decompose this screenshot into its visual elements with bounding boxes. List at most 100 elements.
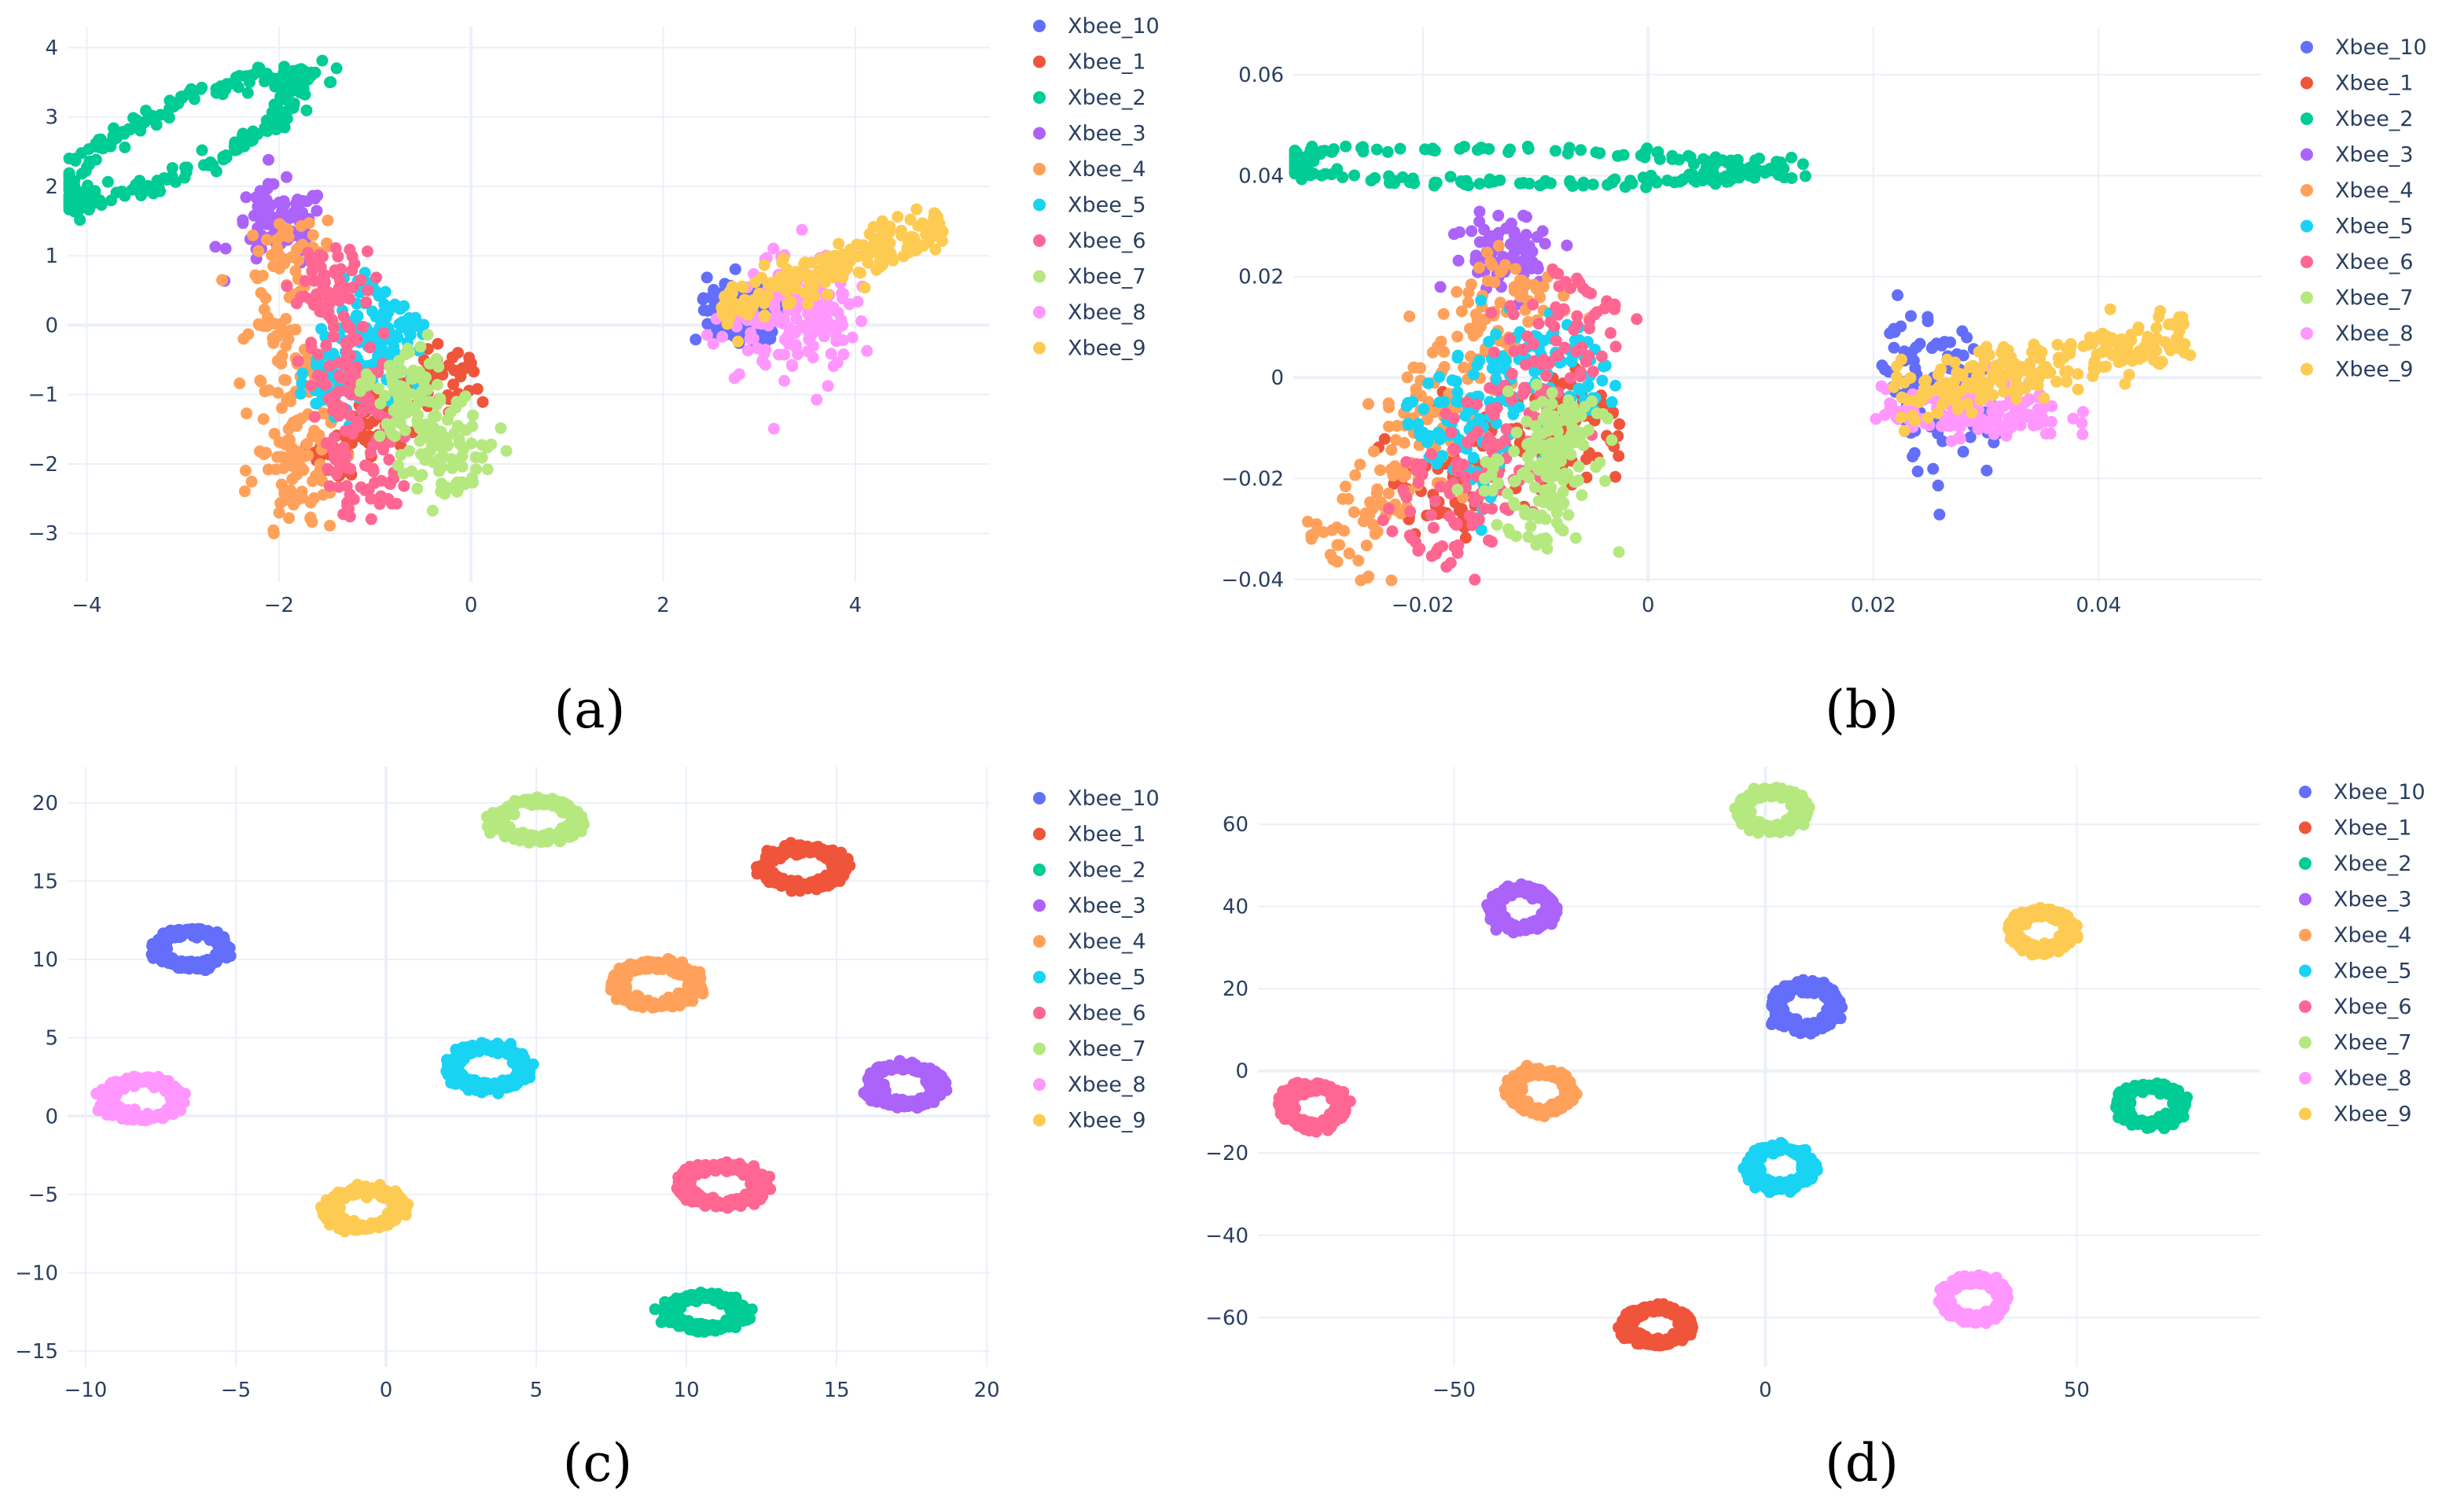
chart-2: −0.02 0 0.02 0.04−0.04−0.0200.020.040.06Xbe… <box>1221 27 2427 617</box>
data-point <box>446 481 458 494</box>
data-point <box>1539 466 1552 478</box>
data-point <box>392 331 404 344</box>
data-point <box>324 519 337 532</box>
data-point <box>732 335 745 348</box>
data-point <box>151 175 164 187</box>
data-point <box>1641 142 1653 155</box>
data-point <box>1388 460 1401 473</box>
x-tick-label: −5 <box>221 1379 251 1402</box>
data-point <box>1383 170 1396 182</box>
data-point <box>1892 289 1904 301</box>
data-point <box>301 437 314 450</box>
data-point <box>1574 370 1587 383</box>
data-point <box>329 388 341 401</box>
data-point <box>1785 171 1798 184</box>
data-point <box>1383 401 1396 414</box>
y-tick-label: −10 <box>15 1261 58 1285</box>
data-point <box>355 274 367 286</box>
data-point <box>1595 350 1608 363</box>
data-point <box>434 392 447 405</box>
data-point <box>423 396 436 408</box>
data-point <box>1571 319 1583 331</box>
data-point <box>1995 377 2008 389</box>
data-point <box>237 214 249 226</box>
data-point <box>1609 341 1622 353</box>
data-point <box>1540 370 1553 382</box>
data-point <box>1520 229 1532 241</box>
data-point <box>372 366 384 379</box>
series-Xbee_5 <box>440 1037 539 1099</box>
data-point <box>728 372 741 385</box>
data-point <box>340 345 353 358</box>
data-point <box>471 383 484 396</box>
data-point <box>308 274 321 287</box>
data-point <box>276 451 289 463</box>
data-point <box>2150 322 2163 334</box>
data-point <box>1530 378 1543 391</box>
data-point <box>837 869 850 882</box>
data-point <box>485 438 498 451</box>
legend-marker <box>1033 234 1046 247</box>
data-point <box>63 153 75 165</box>
data-point <box>1878 363 1891 376</box>
data-point <box>1360 539 1373 552</box>
legend-label: Xbee_6 <box>2335 250 2414 274</box>
data-point <box>289 323 302 336</box>
data-point <box>1425 447 1437 460</box>
data-point <box>390 415 403 428</box>
data-point <box>1785 151 1798 164</box>
data-point <box>1966 407 1978 419</box>
data-point <box>307 475 319 488</box>
data-point <box>146 185 159 197</box>
data-point <box>68 175 81 187</box>
data-point <box>342 386 355 399</box>
data-point <box>344 293 356 305</box>
data-point <box>728 297 741 310</box>
legend-marker <box>2300 327 2313 340</box>
data-point <box>844 251 856 263</box>
data-point <box>1531 230 1543 243</box>
data-point <box>1429 547 1442 560</box>
data-point <box>827 360 840 373</box>
data-point <box>1920 374 1933 387</box>
data-point <box>1509 499 1521 512</box>
data-point <box>1564 372 1576 385</box>
data-point <box>268 427 281 440</box>
data-point <box>1574 384 1587 396</box>
data-point <box>1340 140 1352 153</box>
data-point <box>1307 168 1320 180</box>
data-point <box>1473 261 1485 274</box>
data-point <box>1412 477 1425 489</box>
data-point <box>1419 143 1432 156</box>
data-point <box>1418 403 1430 415</box>
data-point <box>729 263 741 275</box>
data-point <box>2005 352 2017 364</box>
data-point <box>1935 363 1947 376</box>
data-point <box>1408 177 1421 190</box>
y-tick-label: 2 <box>45 175 58 199</box>
data-point <box>384 361 397 374</box>
data-point <box>94 142 107 154</box>
data-point <box>119 141 131 153</box>
legend-marker <box>2300 363 2313 376</box>
data-point <box>1506 367 1518 380</box>
data-point <box>837 287 850 300</box>
legend-marker <box>2300 291 2313 304</box>
data-point <box>278 257 291 270</box>
legend-marker <box>1033 91 1046 104</box>
data-point <box>90 153 102 166</box>
data-point <box>278 208 290 220</box>
data-point <box>459 390 472 403</box>
data-point <box>481 463 494 476</box>
data-point <box>316 54 329 67</box>
data-point <box>370 271 383 284</box>
data-point <box>1575 144 1587 156</box>
data-point <box>1888 381 1900 393</box>
data-point <box>398 381 410 394</box>
data-point <box>1400 400 1413 412</box>
data-point <box>767 422 780 435</box>
data-point <box>778 374 791 387</box>
data-point <box>1531 431 1543 444</box>
legend-marker <box>1033 341 1046 355</box>
data-point <box>716 330 729 343</box>
